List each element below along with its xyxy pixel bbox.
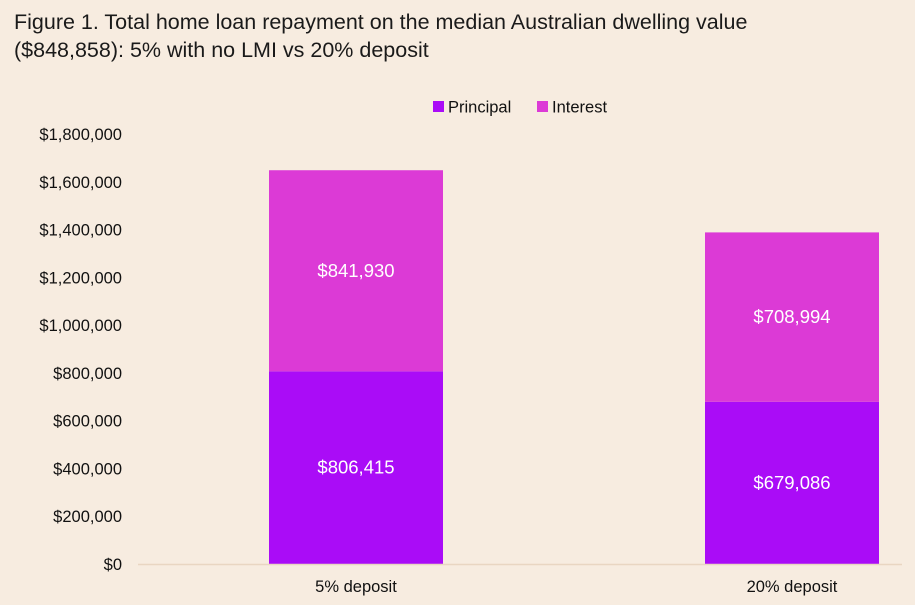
y-tick-label: $400,000 (53, 460, 122, 478)
legend-label: Principal (448, 99, 511, 117)
y-tick-label: $1,200,000 (39, 269, 122, 287)
bar-interest (705, 232, 879, 402)
y-tick-label: $0 (104, 556, 122, 574)
y-tick-label: $200,000 (53, 508, 122, 526)
chart-title-line-1: Figure 1. Total home loan repayment on t… (14, 10, 748, 34)
bar-principal (705, 401, 879, 564)
x-tick-label: 5% deposit (315, 578, 397, 596)
x-tick-label: 20% deposit (747, 578, 838, 596)
y-tick-label: $800,000 (53, 365, 122, 383)
chart-title: Figure 1. Total home loan repayment on t… (14, 8, 904, 64)
y-tick-label: $1,000,000 (39, 317, 122, 335)
y-tick-label: $600,000 (53, 413, 122, 431)
legend-swatch (537, 101, 548, 112)
data-label: $679,086 (753, 472, 830, 493)
y-tick-label: $1,800,000 (39, 126, 122, 144)
data-label: $841,930 (317, 260, 394, 281)
data-label: $806,415 (317, 457, 394, 478)
y-tick-label: $1,600,000 (39, 174, 122, 192)
chart-title-line-2: ($848,858): 5% with no LMI vs 20% deposi… (14, 38, 429, 62)
data-label: $708,994 (753, 306, 830, 327)
legend-swatch (433, 101, 444, 112)
legend-label: Interest (552, 99, 607, 117)
bar-interest (269, 170, 443, 372)
bar-principal (269, 371, 443, 564)
y-tick-label: $1,400,000 (39, 222, 122, 240)
